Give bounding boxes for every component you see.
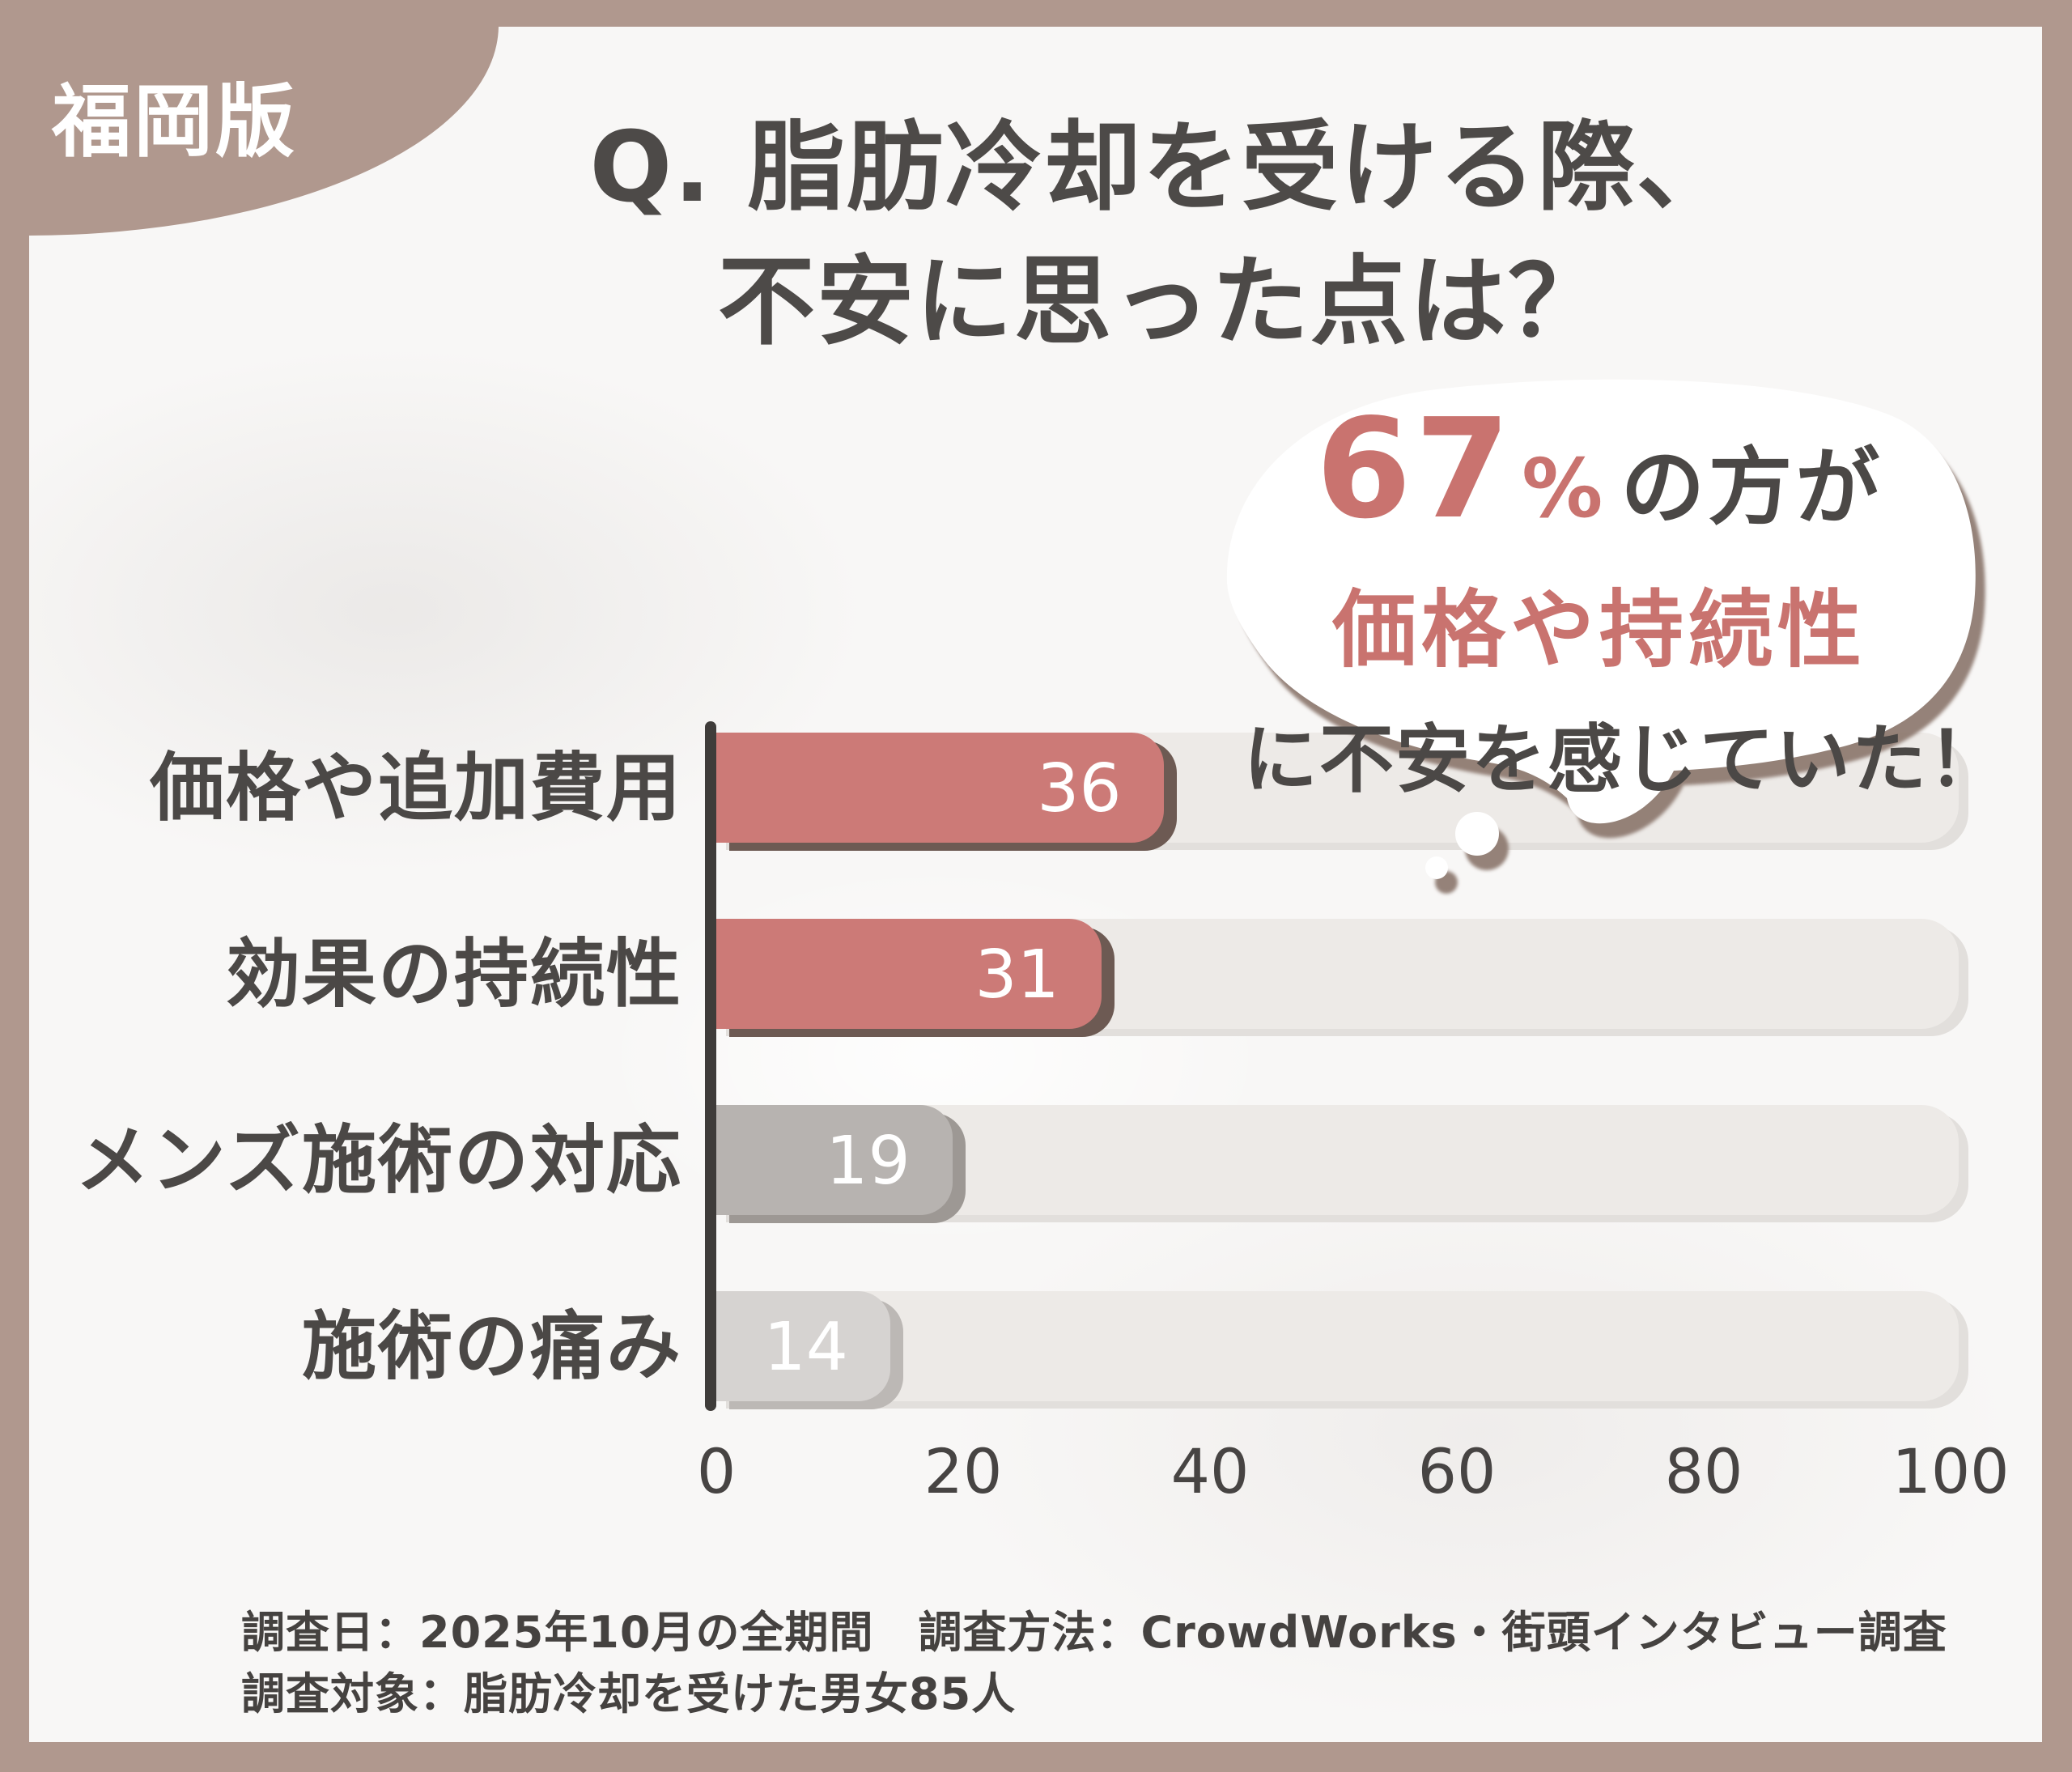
- bar: 19: [716, 1105, 953, 1215]
- bar-track: 19: [716, 1105, 1959, 1215]
- survey-note-line2: 調査対象：脂肪冷却を受けた男女85人: [241, 1668, 1017, 1719]
- page-title-line2: 不安に思った点は？: [718, 245, 1607, 359]
- survey-note-line1: 調査日：2025年10月の全期間 調査方法：CrowdWorks・街頭インタビュ…: [241, 1607, 1947, 1658]
- callout-text: 67 % の方が 価格や持続性 に不安を感じていた！: [1243, 389, 2005, 807]
- chart-row: メンズ施術の対応 19: [29, 1105, 2042, 1215]
- stat-percentage: 67: [1315, 389, 1514, 550]
- x-tick: 40: [1170, 1435, 1250, 1507]
- stat-suffix: の方が: [1620, 438, 1883, 537]
- page-title-line1: Q. 脂肪冷却を受ける際、: [589, 112, 1735, 224]
- survey-notes: 調査日：2025年10月の全期間 調査方法：CrowdWorks・街頭インタビュ…: [241, 1602, 1947, 1725]
- bar-value-label: 14: [763, 1309, 848, 1386]
- x-tick: 20: [923, 1435, 1003, 1507]
- bar: 14: [716, 1291, 890, 1401]
- chart-row: 効果の持続性 31: [29, 919, 2042, 1029]
- category-label: 価格や追加費用: [149, 745, 682, 831]
- bar-value-label: 19: [826, 1123, 911, 1200]
- x-tick: 60: [1417, 1435, 1497, 1507]
- category-label: 効果の持続性: [225, 931, 682, 1018]
- category-label: 施術の痛み: [301, 1303, 682, 1390]
- callout-conclusion: に不安を感じていた！: [1243, 716, 2005, 803]
- callout-stat-line: 67 % の方が: [1243, 389, 1955, 550]
- bar: 36: [716, 733, 1164, 843]
- chart-row: 施術の痛み 14: [29, 1291, 2042, 1401]
- thought-bubble-dot-large: [1455, 812, 1499, 856]
- bar-value-label: 31: [974, 937, 1059, 1013]
- x-tick: 0: [696, 1435, 737, 1507]
- thought-bubble-shape: [1226, 379, 1976, 879]
- thought-bubble-dot-small: [1425, 856, 1448, 879]
- y-axis-line: [705, 721, 716, 1411]
- stat-percent-sign: %: [1522, 441, 1603, 536]
- bar: 31: [716, 919, 1102, 1029]
- page-title: Q. 脂肪冷却を受ける際、 不安に思った点は？: [288, 101, 2036, 369]
- region-badge-label: 福岡版: [52, 76, 298, 168]
- region-badge: 福岡版: [29, 27, 499, 236]
- callout-highlight: 価格や持続性: [1331, 580, 1866, 679]
- x-tick: 80: [1664, 1435, 1743, 1507]
- bar-value-label: 36: [1037, 750, 1122, 827]
- bar-track: 31: [716, 919, 1959, 1029]
- content-sheet: 福岡版 Q. 脂肪冷却を受ける際、 不安に思った点は？ 価格や追加費用 36 効…: [29, 27, 2042, 1742]
- bar-track: 14: [716, 1291, 1959, 1401]
- x-tick: 100: [1892, 1435, 2010, 1507]
- category-label: メンズ施術の対応: [74, 1117, 682, 1204]
